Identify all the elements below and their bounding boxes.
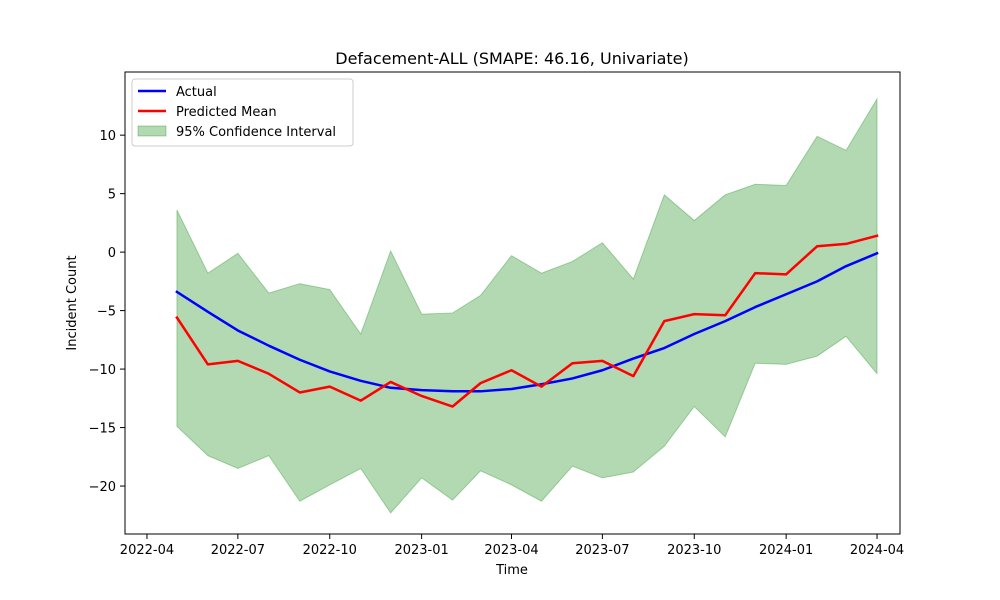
legend-label-actual: Actual (176, 85, 217, 100)
x-tick-label: 2022-04 (120, 543, 174, 558)
y-tick-label: −20 (89, 480, 116, 495)
legend-label-confidence-interval: 95% Confidence Interval (176, 125, 336, 140)
x-tick-label: 2023-04 (484, 543, 538, 558)
x-axis-title: Time (495, 563, 528, 578)
x-tick-label: 2022-10 (303, 543, 357, 558)
legend-box (131, 78, 354, 147)
confidence-band-layer (176, 97, 878, 514)
x-tick-label: 2022-07 (211, 543, 265, 558)
y-tick-label: 10 (99, 129, 116, 144)
series-line-predicted-mean (175, 234, 879, 408)
series-line-layer (175, 234, 879, 408)
y-tick-label: −15 (89, 422, 116, 437)
chart-title: Defacement-ALL (SMAPE: 46.16, Univariate… (335, 49, 688, 68)
x-axis: 2022-04 2022-07 2022-10 2023-01 2023-04 2023-… (120, 534, 904, 558)
y-tick-label: 5 (108, 188, 116, 203)
y-tick-label: −5 (97, 305, 116, 320)
x-tick-label: 2023-10 (667, 543, 721, 558)
x-tick-label: 2023-07 (575, 543, 629, 558)
y-axis-title: Incident Count (65, 255, 80, 350)
y-tick-label: 0 (108, 246, 116, 261)
legend-swatch-confidence-interval (137, 125, 167, 137)
y-tick-label: −10 (89, 363, 116, 378)
y-axis: 10 5 0 −5 −10 −15 −20 (89, 129, 125, 495)
legend-label-predicted-mean: Predicted Mean (176, 105, 277, 120)
x-tick-label: 2024-01 (759, 543, 813, 558)
x-tick-label: 2024-04 (850, 543, 904, 558)
plot-frame (124, 71, 901, 535)
series-line-actual (175, 251, 879, 393)
confidence-band (176, 97, 878, 514)
x-tick-label: 2023-01 (394, 543, 448, 558)
legend: Actual Predicted Mean 95% Confidence Int… (131, 78, 354, 147)
